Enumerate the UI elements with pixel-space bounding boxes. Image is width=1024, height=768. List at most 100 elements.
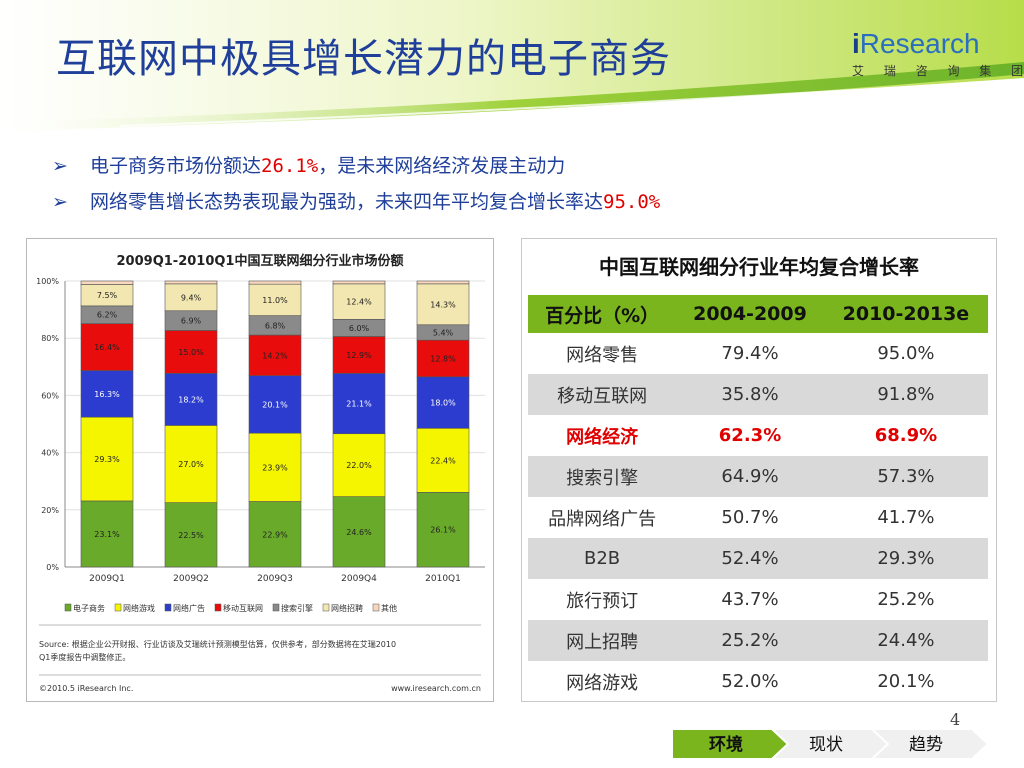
table-row-label: 移动互联网 [528, 374, 677, 415]
table-cell: 64.9% [676, 456, 824, 497]
market-share-chart: 2009Q1-2010Q1中国互联网细分行业市场份额 0% 20% 40% 60% 80%… [36, 253, 485, 693]
data-label: 18.2% [178, 395, 204, 404]
page-number: 4 [950, 710, 961, 729]
bullet-text: 网络零售增长态势表现最为强劲，未来四年平均复合增长率达 [90, 191, 604, 213]
bar-segment [416, 427, 470, 493]
market-share-chart-panel: 2009Q1-2010Q1中国互联网细分行业市场份额 0% 20% 40% 60% 80%… [26, 238, 494, 702]
bullet-text: ，是未来网络经济发展主动力 [318, 155, 566, 177]
bar-segment [416, 492, 470, 568]
data-label: 26.1% [430, 526, 456, 535]
nav-tab-label: 现状 [809, 735, 843, 755]
table-row: 移动互联网 35.8% 91.8% [528, 374, 988, 415]
nav-tab-shape [869, 729, 990, 760]
bar-segment [248, 283, 302, 316]
table-header-row: 百分比（%） 2004-2009 2010-2013e [528, 295, 988, 333]
table-cell: 91.8% [823, 374, 988, 415]
nav-tab-0[interactable]: 环境 [672, 729, 790, 760]
table-row: 网络零售 79.4% 95.0% [528, 333, 988, 374]
table-cell: 25.2% [877, 589, 935, 610]
legend-label: 电子商务 [73, 603, 105, 613]
legend-label: 搜索引擎 [281, 603, 313, 613]
bar-segment [164, 373, 218, 426]
legend-label: 移动互联网 [223, 603, 263, 613]
data-label: 9.4% [181, 293, 202, 302]
table-row: 搜索引擎 64.9% 57.3% [528, 456, 988, 497]
x-tick-label: 2009Q2 [173, 574, 209, 584]
table-row-label: 网络游戏 [566, 672, 639, 694]
table-row-label: B2B [528, 538, 677, 579]
table-row: 旅行预订 43.7% 25.2% [528, 579, 988, 620]
y-tick-label: 20% [41, 506, 59, 515]
table-row-label: 网络经济 [566, 426, 639, 448]
nav-tab-2[interactable]: 趋势 [869, 729, 990, 760]
nav-tab-1[interactable]: 现状 [769, 729, 890, 760]
legend-swatch [322, 603, 330, 612]
growth-rate-table: 百分比（%） 2004-2009 2010-2013e 网络零售 79.4% 95.… [528, 295, 988, 702]
data-label: 11.0% [262, 296, 288, 305]
data-label: 16.4% [94, 343, 120, 352]
data-label: 24.6% [346, 528, 372, 537]
data-label: 23.9% [262, 463, 288, 472]
data-label: 6.9% [181, 317, 202, 326]
bullet-arrow-icon: ➢ [52, 191, 68, 213]
legend-label: 其他 [381, 603, 397, 613]
table-cell: 68.9% [874, 425, 938, 446]
table-cell: 79.4% [721, 343, 779, 364]
footer-url: www.iresearch.com.cn [391, 684, 481, 693]
legend-label: 网络广告 [173, 603, 205, 613]
bar-segment [332, 280, 386, 285]
data-label: 6.8% [265, 321, 286, 330]
logo-i: i [852, 28, 860, 59]
table-header-cell: 2010-2013e [823, 295, 988, 333]
table-row: B2B 52.4% 29.3% [528, 538, 988, 579]
bar-segment [332, 336, 386, 374]
x-tick-label: 2010Q1 [425, 574, 461, 584]
data-label: 27.0% [178, 460, 204, 469]
header-wave-background [0, 0, 1024, 132]
section-nav: 环境 现状 趋势 [672, 729, 992, 763]
table-header-cell: 2004-2009 [676, 295, 824, 333]
table-title: 中国互联网细分行业年均复合增长率 [599, 255, 919, 279]
table-cell: 52.0% [721, 671, 779, 692]
bar-segment [80, 280, 134, 285]
table-cell: 24.4% [823, 620, 988, 661]
bullet-item: ➢ 电子商务市场份额达26.1%，是未来网络经济发展主动力 [52, 150, 660, 186]
bar-segment [248, 280, 302, 285]
data-label: 22.9% [262, 530, 288, 539]
table-cell: 95.0% [877, 343, 935, 364]
growth-rate-table-panel: 中国互联网细分行业年均复合增长率 百分比（%） 2004-2009 2010-2… [521, 238, 997, 702]
data-label: 6.2% [97, 311, 118, 320]
bar-segment [416, 283, 470, 326]
bar-segment [332, 496, 386, 568]
data-label: 21.1% [346, 400, 372, 409]
bar-segment [80, 500, 134, 568]
data-label: 12.8% [430, 355, 456, 364]
data-label: 20.1% [262, 400, 288, 409]
bar-segment [248, 334, 302, 376]
bar-segment [164, 330, 218, 374]
table-cell: 25.2% [676, 620, 824, 661]
data-label: 16.3% [94, 390, 120, 399]
table-cell: 57.3% [823, 456, 988, 497]
bar-segment [164, 280, 218, 285]
data-label: 22.5% [178, 531, 204, 540]
bar-segment [332, 433, 386, 497]
table-header-cell: 百分比（%） [528, 295, 677, 333]
bullet-arrow-icon: ➢ [52, 155, 68, 177]
data-label: 22.4% [430, 456, 456, 465]
table-cell: 20.1% [877, 671, 935, 692]
table-cell: 29.3% [823, 538, 988, 579]
data-label: 29.3% [94, 455, 120, 464]
legend-label: 网络游戏 [123, 603, 155, 613]
y-tick-label: 100% [36, 277, 59, 286]
bar-segment [416, 339, 470, 378]
table-row-label: 网上招聘 [528, 620, 677, 661]
legend-swatch [64, 603, 72, 612]
x-tick-label: 2009Q4 [341, 574, 377, 584]
table-row: 网络经济 62.3% 68.9% [528, 415, 988, 456]
section-nav-tabs: 环境 现状 趋势 [672, 729, 990, 760]
data-label: 22.0% [346, 461, 372, 470]
legend-swatch [214, 603, 222, 612]
data-label: 12.9% [346, 351, 372, 360]
data-label: 18.0% [430, 399, 456, 408]
